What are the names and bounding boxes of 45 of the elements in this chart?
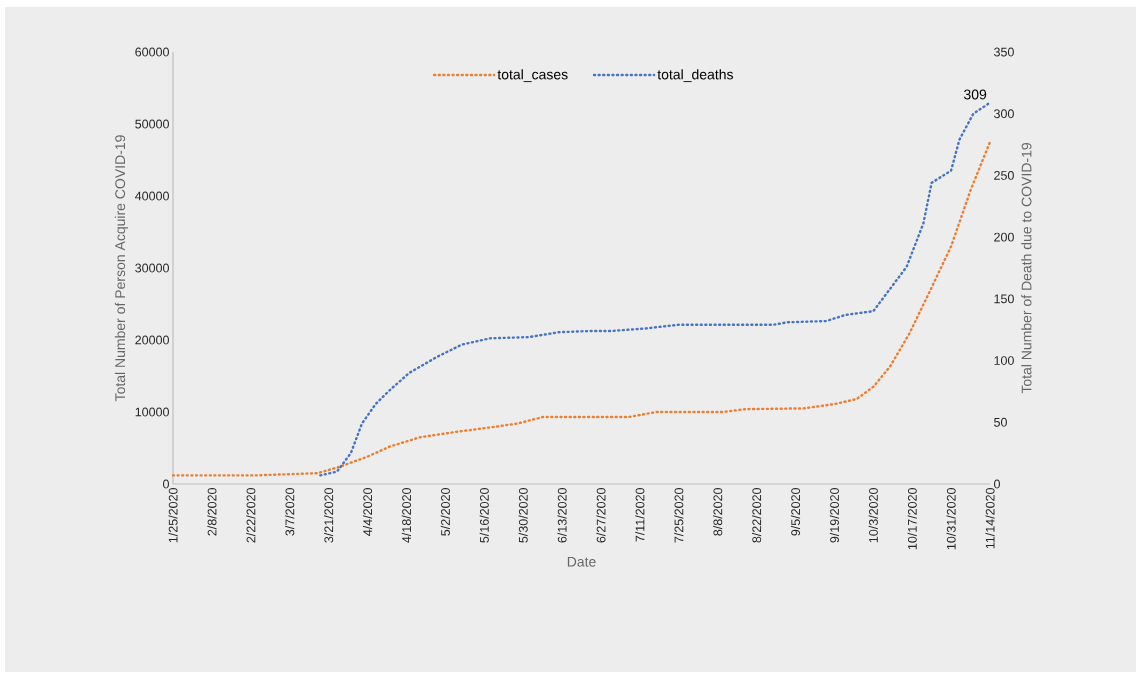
y2-tick-label: 350 bbox=[994, 47, 1014, 57]
x-tick-label: 3/7/2020 bbox=[285, 488, 295, 536]
x-tick-label: 1/25/2020 bbox=[168, 488, 178, 543]
x-tick-label: 10/17/2020 bbox=[907, 488, 917, 550]
y2-axis-title: Total Number of Death due to COVID-19 bbox=[1021, 143, 1032, 394]
x-tick-label: 4/18/2020 bbox=[401, 488, 412, 543]
y2-tick-label: 0 bbox=[994, 479, 1000, 489]
legend-label: total_cases bbox=[497, 69, 568, 83]
line-series bbox=[171, 140, 992, 477]
x-tick-label: 6/13/2020 bbox=[557, 488, 567, 543]
y-axis-title: Total Number of Person Acquire COVID-19 bbox=[114, 135, 128, 402]
x-tick-label: 9/19/2020 bbox=[829, 488, 839, 543]
x-tick-label: 8/8/2020 bbox=[713, 488, 723, 536]
y2-tick-label: 150 bbox=[994, 294, 1014, 304]
x-tick-label: 6/27/2020 bbox=[596, 488, 606, 543]
data-label: 309 bbox=[963, 89, 987, 100]
y-tick-label: 0 bbox=[163, 479, 169, 489]
y-tick-label: 30000 bbox=[135, 263, 169, 273]
x-tick-label: 8/22/2020 bbox=[751, 488, 762, 543]
x-tick-label: 7/25/2020 bbox=[674, 488, 684, 543]
y2-tick-label: 250 bbox=[994, 170, 1014, 180]
x-tick-label: 2/8/2020 bbox=[207, 488, 217, 536]
x-tick-label: 11/14/2020 bbox=[985, 488, 995, 549]
y2-tick-label: 50 bbox=[994, 417, 1007, 427]
x-tick-label: 5/2/2020 bbox=[440, 488, 450, 536]
legend-label: total_deaths bbox=[657, 69, 734, 83]
y-tick-label: 20000 bbox=[135, 335, 169, 345]
x-tick-label: 9/5/2020 bbox=[790, 488, 801, 536]
x-tick-label: 5/30/2020 bbox=[518, 488, 528, 543]
y2-tick-label: 300 bbox=[994, 109, 1014, 119]
y-tick-label: 50000 bbox=[135, 119, 169, 129]
y-tick-label: 10000 bbox=[135, 407, 169, 417]
y2-tick-label: 200 bbox=[994, 232, 1014, 242]
x-tick-label: 5/16/2020 bbox=[479, 488, 489, 543]
x-tick-label: 7/11/2020 bbox=[635, 488, 645, 542]
x-axis-title: Date bbox=[567, 556, 596, 567]
x-tick-label: 2/22/2020 bbox=[246, 488, 256, 543]
y2-tick-label: 100 bbox=[994, 356, 1014, 365]
y-tick-label: 60000 bbox=[135, 47, 169, 57]
x-tick-label: 3/21/2020 bbox=[324, 488, 334, 543]
x-tick-label: 10/31/2020 bbox=[946, 488, 956, 550]
y-tick-label: 40000 bbox=[135, 191, 169, 201]
x-tick-label: 4/4/2020 bbox=[362, 488, 373, 536]
line-series bbox=[319, 101, 992, 477]
x-tick-label: 10/3/2020 bbox=[868, 488, 878, 543]
